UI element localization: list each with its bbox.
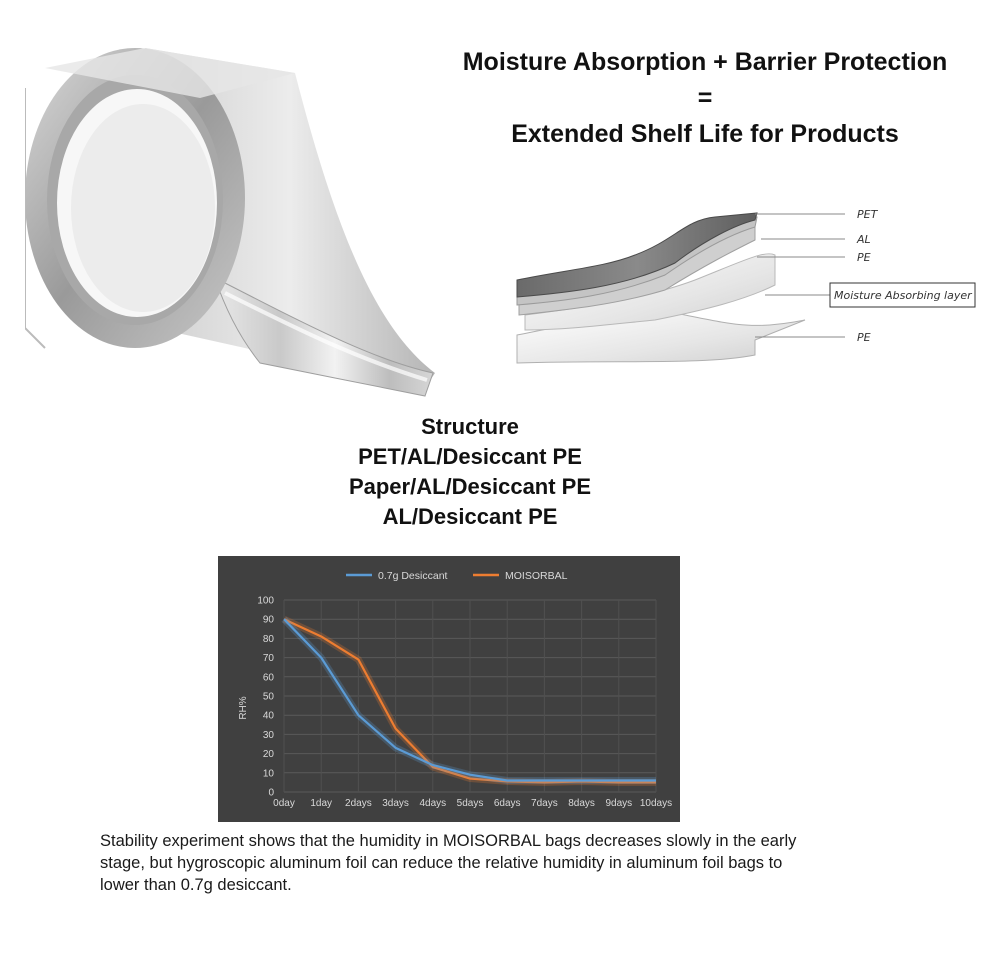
x-tick-label: 7days xyxy=(531,798,558,809)
structure-title: Structure xyxy=(421,414,519,439)
layer-label-pet: PET xyxy=(857,208,879,221)
y-tick-label: 100 xyxy=(257,596,274,607)
structure-item: AL/Desiccant PE xyxy=(382,504,558,529)
x-tick-label: 6days xyxy=(494,798,521,809)
moisture-layer-label-box xyxy=(829,282,976,308)
y-tick-label: 90 xyxy=(263,615,275,626)
layer-label-pe-top: PE xyxy=(857,251,871,264)
layer-label-moisture-absorbing: Moisture Absorbing layer xyxy=(834,289,973,302)
y-tick-label: 60 xyxy=(263,672,275,683)
chart-y-axis-label: RH% xyxy=(238,696,249,719)
x-tick-label: 3days xyxy=(382,798,409,809)
layer-structure-diagram: PET AL PE Moisture Absorbing layer PE xyxy=(516,208,976,364)
y-tick-label: 30 xyxy=(263,730,275,741)
y-tick-label: 70 xyxy=(263,653,275,664)
x-tick-label: 5days xyxy=(457,798,484,809)
x-tick-label: 2days xyxy=(345,798,372,809)
headline-line-3: Extended Shelf Life for Products xyxy=(511,120,899,148)
x-tick-label: 4days xyxy=(419,798,446,809)
structure-item: PET/AL/Desiccant PE xyxy=(358,444,582,469)
y-tick-label: 50 xyxy=(263,692,275,703)
y-tick-label: 80 xyxy=(263,634,275,645)
layer-label-pe-bottom: PE xyxy=(857,331,871,344)
y-tick-label: 0 xyxy=(268,788,274,799)
chart-y-ticks: 0 10 20 30 40 50 60 70 80 90 100 xyxy=(257,596,274,799)
y-tick-label: 10 xyxy=(263,768,275,779)
x-tick-label: 1day xyxy=(310,798,332,809)
layer-label-al: AL xyxy=(856,233,871,246)
structure-item: Paper/AL/Desiccant PE xyxy=(348,474,592,499)
headline-line-1: Moisture Absorption + Barrier Protection xyxy=(462,48,948,76)
x-tick-label: 10days xyxy=(640,798,672,809)
x-tick-label: 9days xyxy=(605,798,632,809)
caption-text: Stability experiment shows that the humi… xyxy=(100,832,797,894)
chart-x-ticks: 0day 1day 2days 3days 4days 5days 6days 7days 8d… xyxy=(273,798,672,809)
layer-pet xyxy=(516,212,758,298)
humidity-chart: 0 10 20 30 40 50 60 70 80 90 100 0day 1day 2days 3day… xyxy=(218,556,680,822)
y-tick-label: 40 xyxy=(263,711,275,722)
foil-tape-image xyxy=(25,48,435,397)
structure-block: Structure PET/AL/Desiccant PE Paper/AL/D… xyxy=(300,412,640,532)
chart-series-lines xyxy=(281,616,657,786)
headline-equals: = xyxy=(697,84,713,112)
x-tick-label: 8days xyxy=(568,798,595,809)
chart-legend: 0.7g Desiccant MOISORBAL xyxy=(346,570,568,582)
legend-label: 0.7g Desiccant xyxy=(378,570,448,582)
y-tick-label: 20 xyxy=(263,749,275,760)
headline: Moisture Absorption + Barrier Protection… xyxy=(420,44,990,152)
legend-label: MOISORBAL xyxy=(505,570,568,582)
chart-grid xyxy=(283,599,657,793)
humidity-chart-svg: 0 10 20 30 40 50 60 70 80 90 100 0day 1day 2days 3day… xyxy=(238,570,672,809)
x-tick-label: 0day xyxy=(273,798,295,809)
